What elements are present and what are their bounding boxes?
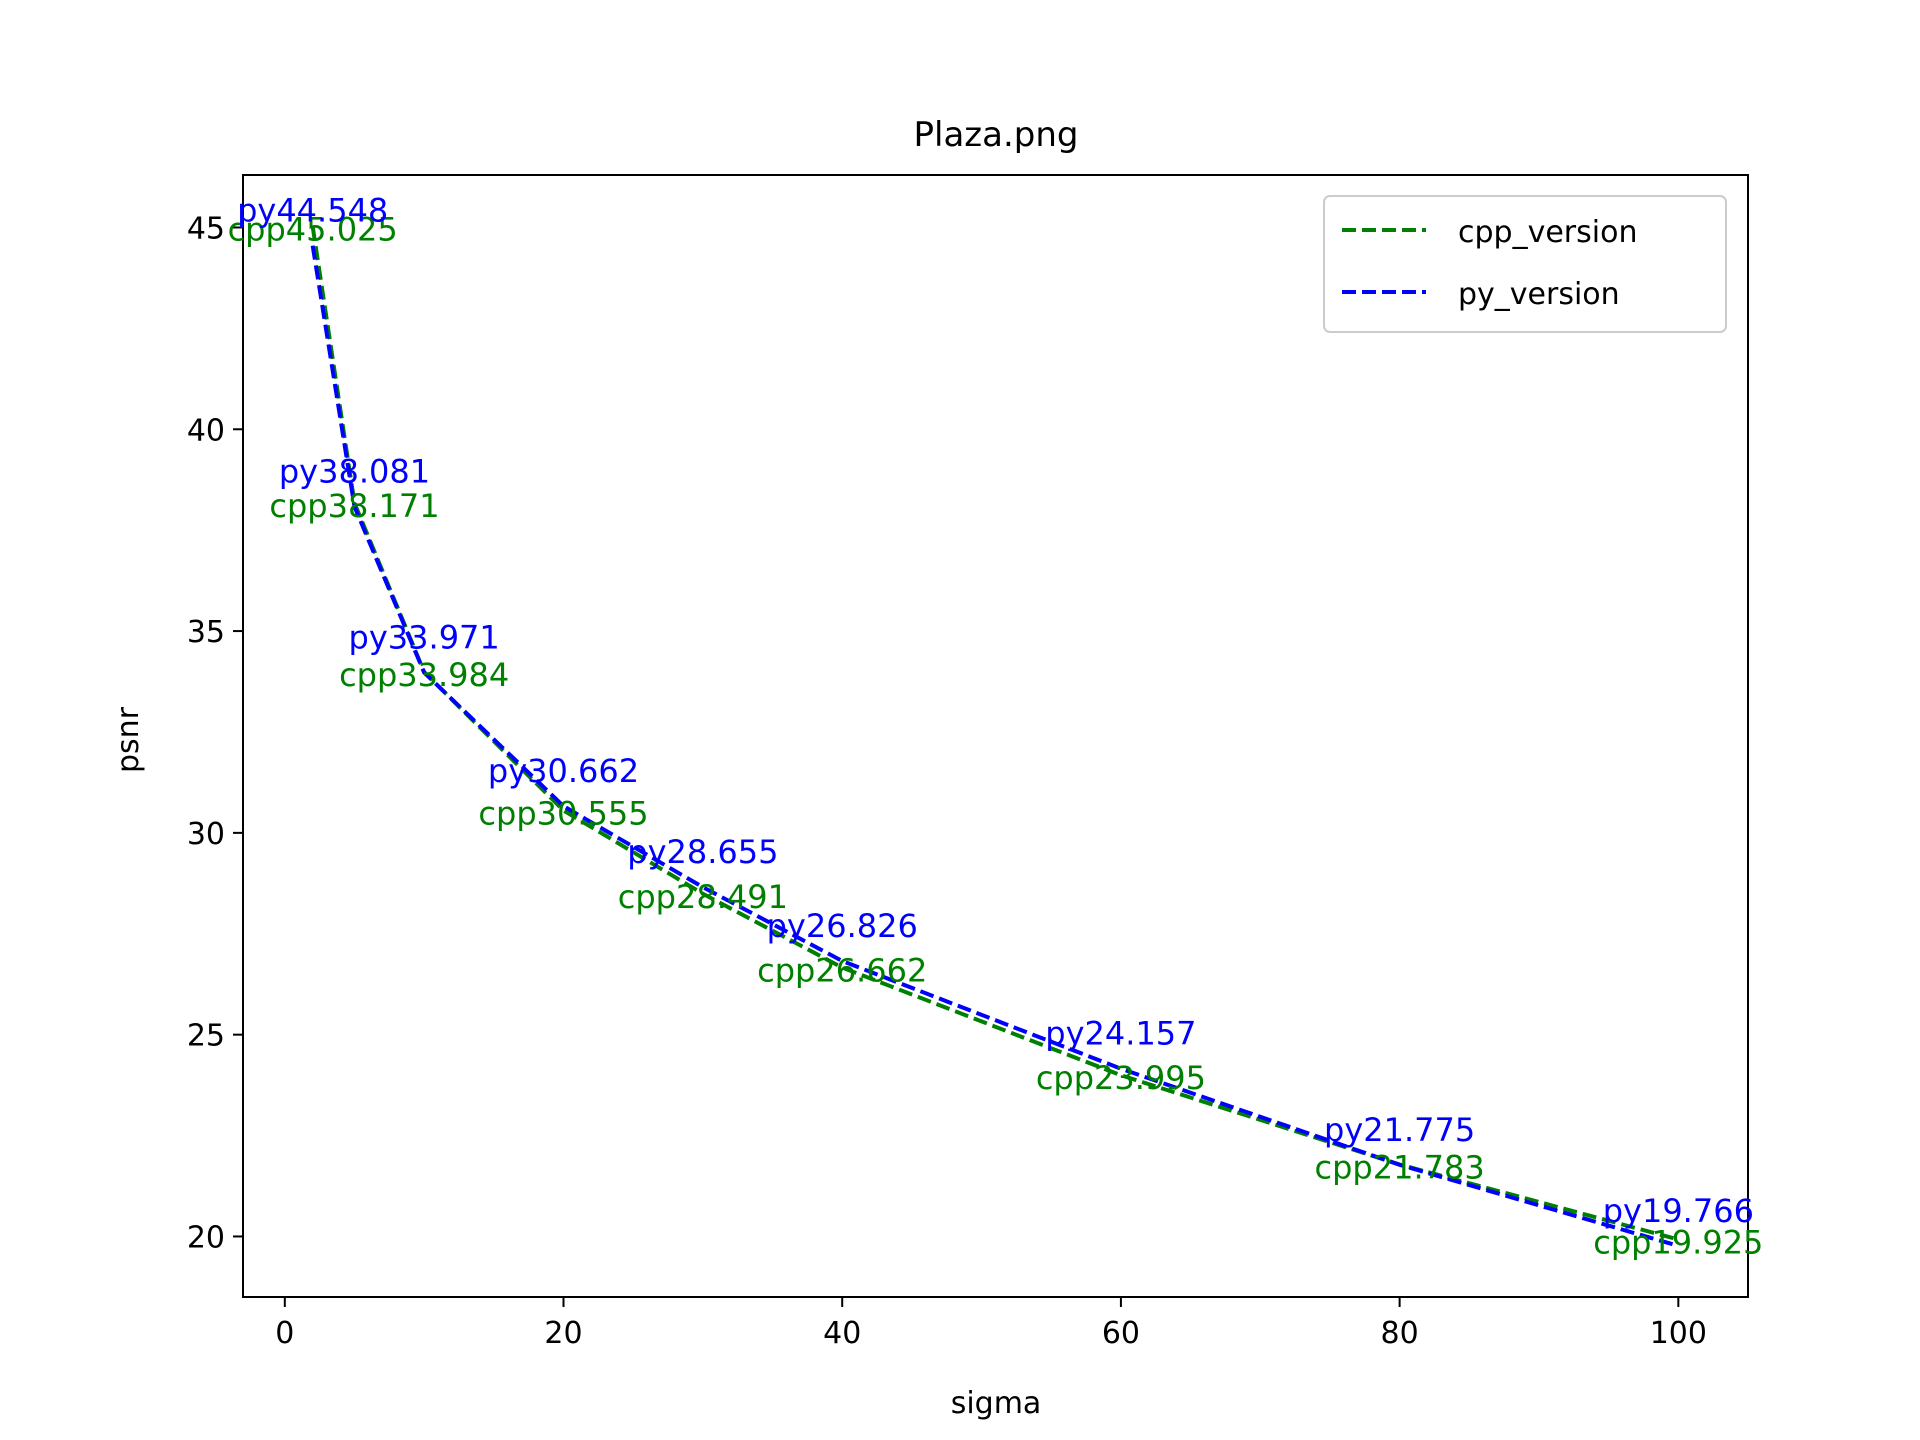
x-tick-label: 40 xyxy=(823,1316,861,1351)
data-label-cpp_version: cpp19.925 xyxy=(1593,1223,1763,1261)
legend-label-py: py_version xyxy=(1458,277,1620,312)
y-tick-label: 30 xyxy=(187,817,225,852)
y-axis-label: psnr xyxy=(111,706,146,773)
data-label-py_version: py38.081 xyxy=(279,453,430,491)
legend[interactable]: cpp_version py_version xyxy=(1323,195,1727,333)
data-label-cpp_version: cpp33.984 xyxy=(339,656,509,694)
data-label-py_version: py26.826 xyxy=(767,907,918,945)
legend-label-cpp: cpp_version xyxy=(1458,215,1637,250)
data-label-py_version: py21.775 xyxy=(1324,1111,1475,1149)
plot-area xyxy=(242,174,1749,1298)
x-tick-label: 60 xyxy=(1102,1316,1140,1351)
data-label-cpp_version: cpp45.025 xyxy=(228,210,398,248)
data-label-cpp_version: cpp38.171 xyxy=(269,487,439,525)
series-line-py_version xyxy=(310,245,1679,1248)
data-label-cpp_version: cpp30.555 xyxy=(478,794,648,832)
y-tick-label: 20 xyxy=(187,1220,225,1255)
y-axis: 20 25 30 35 40 45 xyxy=(187,211,243,1255)
data-label-cpp_version: cpp28.491 xyxy=(618,878,788,916)
data-labels: cpp45.025 cpp38.171 cpp33.984 cpp30.555 cpp2… xyxy=(228,192,1764,1262)
chart-title: Plaza.png xyxy=(914,115,1079,155)
plot-frame xyxy=(242,174,1749,1298)
x-axis: 0 20 40 60 80 100 xyxy=(275,1297,1707,1351)
series-lines xyxy=(310,226,1679,1248)
data-label-py_version: py28.655 xyxy=(627,833,778,871)
data-label-py_version: py24.157 xyxy=(1045,1015,1196,1053)
data-label-py_version: py19.766 xyxy=(1603,1192,1754,1230)
x-tick-label: 80 xyxy=(1381,1316,1419,1351)
data-label-py_version: py30.662 xyxy=(488,752,639,790)
y-tick-label: 40 xyxy=(187,413,225,448)
data-label-cpp_version: cpp23.995 xyxy=(1036,1059,1206,1097)
data-label-cpp_version: cpp21.783 xyxy=(1315,1148,1485,1186)
x-tick-label: 20 xyxy=(544,1316,582,1351)
x-tick-label: 0 xyxy=(275,1316,294,1351)
data-label-py_version: py44.548 xyxy=(237,192,388,230)
x-axis-label: sigma xyxy=(951,1386,1042,1421)
data-label-py_version: py33.971 xyxy=(349,619,500,657)
data-label-cpp_version: cpp26.662 xyxy=(757,952,927,990)
y-tick-label: 25 xyxy=(187,1019,225,1054)
y-tick-label: 45 xyxy=(187,211,225,246)
x-tick-label: 100 xyxy=(1650,1316,1707,1351)
y-tick-label: 35 xyxy=(187,615,225,650)
